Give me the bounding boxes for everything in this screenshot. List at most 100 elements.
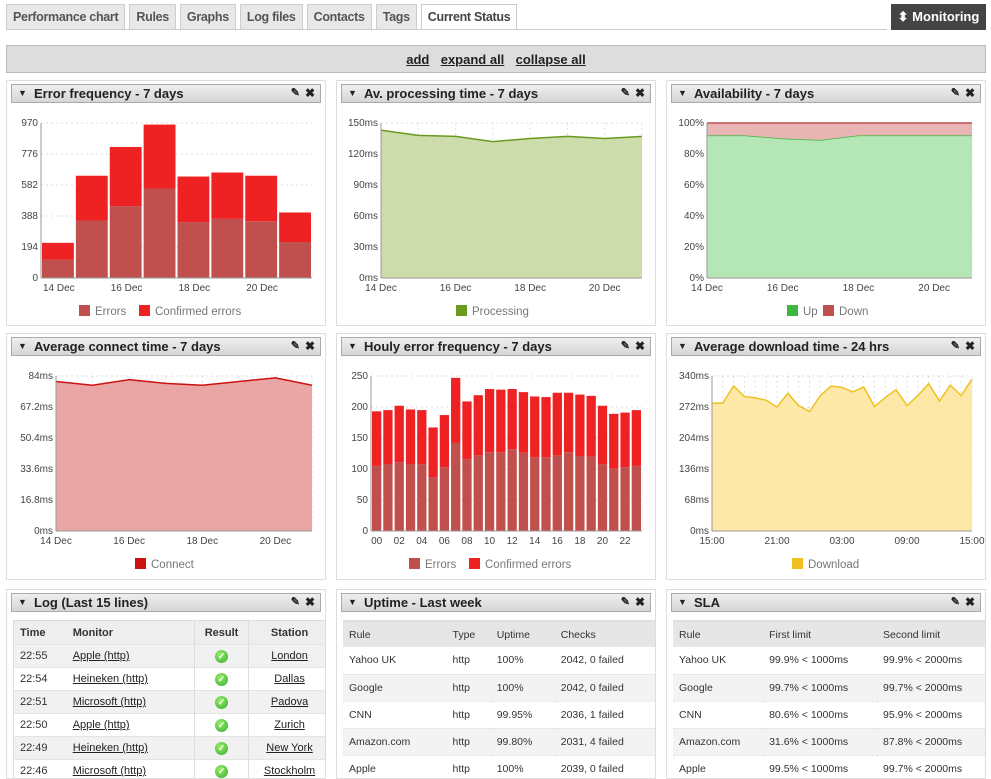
- legend-swatch: [823, 305, 834, 316]
- monitor-link[interactable]: Apple (http): [73, 719, 130, 731]
- station-link[interactable]: Zurich: [274, 719, 305, 731]
- monitor-link[interactable]: Heineken (http): [73, 673, 148, 685]
- collapse-triangle-icon[interactable]: ▼: [18, 594, 27, 611]
- edit-pencil-icon[interactable]: ✎: [951, 594, 960, 611]
- x-tick-label: 14 Dec: [691, 283, 723, 294]
- station-link[interactable]: Stockholm: [264, 765, 315, 777]
- monitor-link[interactable]: Microsoft (http): [73, 696, 146, 708]
- panel-header[interactable]: ▼ SLA ✎ ✖: [671, 593, 981, 612]
- x-tick-label: 15:00: [699, 536, 724, 547]
- time-cell: 22:51: [14, 691, 67, 714]
- edit-pencil-icon[interactable]: ✎: [291, 338, 300, 355]
- monitor-link[interactable]: Microsoft (http): [73, 765, 146, 777]
- x-tick-label: 14 Dec: [365, 283, 397, 294]
- expand-all-link[interactable]: expand all: [441, 52, 505, 67]
- x-tick-label: 14: [529, 536, 541, 547]
- station-link[interactable]: Padova: [271, 696, 308, 708]
- tab-graphs[interactable]: Graphs: [180, 4, 236, 30]
- panel-header[interactable]: ▼Uptime - Last week✎✖: [341, 593, 651, 612]
- close-icon[interactable]: ✖: [305, 85, 315, 102]
- x-tick-label: 20 Dec: [918, 283, 950, 294]
- time-cell: 22:49: [14, 737, 67, 760]
- monitoring-button[interactable]: ⬍ Monitoring: [891, 4, 986, 30]
- collapse-triangle-icon[interactable]: ▼: [678, 338, 687, 355]
- edit-pencil-icon[interactable]: ✎: [291, 85, 300, 102]
- station-link[interactable]: Dallas: [274, 673, 305, 685]
- check-ok-icon: ✓: [215, 765, 228, 778]
- close-icon[interactable]: ✖: [305, 338, 315, 355]
- bar-errors: [245, 221, 277, 278]
- monitor-link[interactable]: Heineken (http): [73, 742, 148, 754]
- area-connect: [56, 378, 312, 531]
- close-icon[interactable]: ✖: [965, 85, 975, 102]
- collapse-triangle-icon[interactable]: ▼: [678, 85, 687, 102]
- close-icon[interactable]: ✖: [635, 594, 645, 611]
- panel-header[interactable]: ▼Average connect time - 7 days✎✖: [11, 337, 321, 356]
- station-link[interactable]: New York: [266, 742, 312, 754]
- collapse-triangle-icon[interactable]: ▼: [348, 594, 357, 611]
- x-tick-label: 18 Dec: [514, 283, 546, 294]
- close-icon[interactable]: ✖: [965, 594, 975, 611]
- edit-pencil-icon[interactable]: ✎: [621, 85, 630, 102]
- bar-confirmed-errors: [541, 397, 550, 457]
- panel-header[interactable]: ▼Houly error frequency - 7 days✎✖: [341, 337, 651, 356]
- collapse-triangle-icon[interactable]: ▼: [678, 594, 687, 611]
- station-link[interactable]: London: [271, 650, 308, 662]
- collapse-all-link[interactable]: collapse all: [516, 52, 586, 67]
- edit-pencil-icon[interactable]: ✎: [951, 338, 960, 355]
- panel-header[interactable]: ▼Log (Last 15 lines)✎✖: [11, 593, 321, 612]
- bar-confirmed-errors: [519, 392, 528, 453]
- collapse-triangle-icon[interactable]: ▼: [348, 338, 357, 355]
- bar-confirmed-errors: [417, 410, 426, 464]
- close-icon[interactable]: ✖: [965, 338, 975, 355]
- panel-header[interactable]: ▼Error frequency - 7 days✎✖: [11, 84, 321, 103]
- collapse-triangle-icon[interactable]: ▼: [18, 85, 27, 102]
- tab-rules[interactable]: Rules: [129, 4, 176, 30]
- edit-pencil-icon[interactable]: ✎: [951, 85, 960, 102]
- y-tick-label: 250: [351, 371, 368, 382]
- bar-errors: [474, 455, 483, 531]
- x-tick-label: 03:00: [829, 536, 854, 547]
- table-row: 22:49 Heineken (http) ✓ New York: [14, 737, 327, 760]
- close-icon[interactable]: ✖: [635, 85, 645, 102]
- bar-confirmed-errors: [383, 410, 392, 464]
- bar-confirmed-errors: [440, 415, 449, 467]
- table-cell: Apple: [343, 755, 446, 779]
- bar-errors: [564, 452, 573, 531]
- close-icon[interactable]: ✖: [305, 594, 315, 611]
- bar-errors: [553, 455, 562, 531]
- bar-errors: [632, 466, 641, 531]
- edit-pencil-icon[interactable]: ✎: [291, 594, 300, 611]
- panel-header[interactable]: ▼Availability - 7 days✎✖: [671, 84, 981, 103]
- x-tick-label: 02: [394, 536, 406, 547]
- tab-tags[interactable]: Tags: [376, 4, 417, 30]
- edit-pencil-icon[interactable]: ✎: [621, 594, 630, 611]
- tab-current-status[interactable]: Current Status: [421, 4, 518, 30]
- x-tick-label: 09:00: [894, 536, 919, 547]
- panel-header[interactable]: ▼Av. processing time - 7 days✎✖: [341, 84, 651, 103]
- add-link[interactable]: add: [406, 52, 429, 67]
- monitor-link[interactable]: Apple (http): [73, 650, 130, 662]
- collapse-triangle-icon[interactable]: ▼: [18, 338, 27, 355]
- collapse-triangle-icon[interactable]: ▼: [348, 85, 357, 102]
- tab-log-files[interactable]: Log files: [240, 4, 303, 30]
- panel-title: SLA: [694, 594, 720, 611]
- x-tick-label: 15:00: [959, 536, 984, 547]
- bar-confirmed-errors: [42, 243, 74, 260]
- edit-pencil-icon[interactable]: ✎: [621, 338, 630, 355]
- panel-header[interactable]: ▼Average download time - 24 hrs✎✖: [671, 337, 981, 356]
- bar-errors: [417, 464, 426, 531]
- close-icon[interactable]: ✖: [635, 338, 645, 355]
- tab-contacts[interactable]: Contacts: [307, 4, 372, 30]
- bar-errors: [587, 457, 596, 531]
- monitoring-label: Monitoring: [912, 9, 979, 24]
- tab-performance-chart[interactable]: Performance chart: [6, 4, 125, 30]
- x-tick-label: 18 Dec: [843, 283, 875, 294]
- check-ok-icon: ✓: [215, 742, 228, 755]
